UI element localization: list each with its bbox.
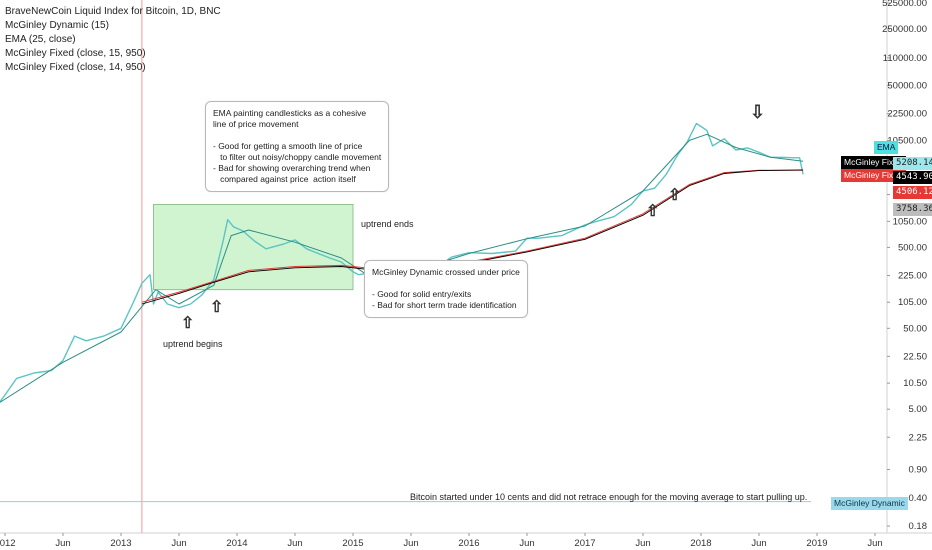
y-tick-label: 1050.00 xyxy=(893,216,927,227)
x-tick-label: Jun xyxy=(867,538,882,549)
ema-callout[interactable]: EMA painting candlesticks as a cohesive … xyxy=(205,101,390,192)
down-arrow-icon: ⇩ xyxy=(750,102,766,122)
price-label-5208: 5208.14 xyxy=(893,157,932,170)
up-arrow-icon: ⇧ xyxy=(668,187,682,204)
mcginley-dynamic-label: McGinley Dynamic xyxy=(831,497,908,510)
y-tick-label: 250000.00 xyxy=(882,24,927,35)
uptrend-highlight-box xyxy=(153,204,354,291)
x-tick-label: 2013 xyxy=(110,538,131,549)
mcginley-fixed-label-red: McGinley Fixed xyxy=(841,169,906,182)
up-arrow-icon: ⇧ xyxy=(181,315,195,332)
x-tick-label: Jun xyxy=(635,538,650,549)
y-tick-label: 10.50 xyxy=(903,378,927,389)
up-arrow-icon: ⇧ xyxy=(646,203,660,220)
x-tick-label: Jun xyxy=(403,538,418,549)
x-tick-label: Jun xyxy=(519,538,534,549)
x-tick-label: 2016 xyxy=(458,538,479,549)
ema-tag: EMA xyxy=(874,141,899,154)
y-tick-label: 525000.00 xyxy=(882,0,927,9)
y-tick-label: 110000.00 xyxy=(883,53,927,64)
y-tick-label: 22500.00 xyxy=(887,109,927,120)
y-tick-label: 5.00 xyxy=(909,404,928,415)
y-tick-label: 50.00 xyxy=(903,323,927,334)
x-tick-label: 2012 xyxy=(0,538,16,549)
x-tick-label: 2014 xyxy=(226,538,247,549)
up-arrow-icon: ⇧ xyxy=(210,299,224,316)
legend-mcginley-dynamic: McGinley Dynamic (15) xyxy=(5,20,109,31)
y-tick-label: 0.40 xyxy=(909,493,928,504)
legend-mcginley-fixed-14: McGinley Fixed (close, 14, 950) xyxy=(5,62,146,73)
x-tick-label: 2017 xyxy=(574,538,595,549)
y-tick-label: 22.50 xyxy=(903,351,927,362)
y-tick-label: 0.18 xyxy=(909,521,928,532)
mcginley-fixed-label-black: McGinley Fixed xyxy=(841,156,906,169)
uptrend-begins-label: uptrend begins xyxy=(163,339,223,349)
x-tick-label: Jun xyxy=(171,538,186,549)
series-price-line xyxy=(0,122,804,403)
legend-ema: EMA (25, close) xyxy=(5,34,76,45)
price-label-4543: 4543.90 xyxy=(893,171,932,184)
uptrend-ends-label: uptrend ends xyxy=(361,219,414,229)
x-tick-label: Jun xyxy=(55,538,70,549)
highlight-layer xyxy=(153,204,354,291)
x-tick-label: 2015 xyxy=(342,538,363,549)
chart-legend: BraveNewCoin Liquid Index for Bitcoin, 1… xyxy=(5,5,221,75)
x-tick-label: Jun xyxy=(287,538,302,549)
y-tick-label: 225.00 xyxy=(898,270,927,281)
legend-title: BraveNewCoin Liquid Index for Bitcoin, 1… xyxy=(5,6,221,17)
x-tick-label: Jun xyxy=(751,538,766,549)
y-tick-label: 105.00 xyxy=(898,297,927,308)
y-tick-label: 0.90 xyxy=(909,464,928,475)
y-tick-label: 2.25 xyxy=(909,432,928,443)
price-label-3758: 3758.36 xyxy=(893,203,932,216)
x-tick-label: 2018 xyxy=(690,538,711,549)
legend-mcginley-fixed-15: McGinley Fixed (close, 15, 950) xyxy=(5,48,146,59)
y-tick-label: 500.00 xyxy=(898,242,927,253)
mcginley-callout[interactable]: McGinley Dynamic crossed under price - G… xyxy=(364,260,528,318)
bottom-note: Bitcoin started under 10 cents and did n… xyxy=(410,492,808,502)
y-tick-label: 50000.00 xyxy=(887,81,927,92)
y-tick-label: 10500.00 xyxy=(887,135,927,146)
x-tick-label: 2019 xyxy=(806,538,827,549)
price-label-4506: 4506.12 xyxy=(893,186,932,199)
